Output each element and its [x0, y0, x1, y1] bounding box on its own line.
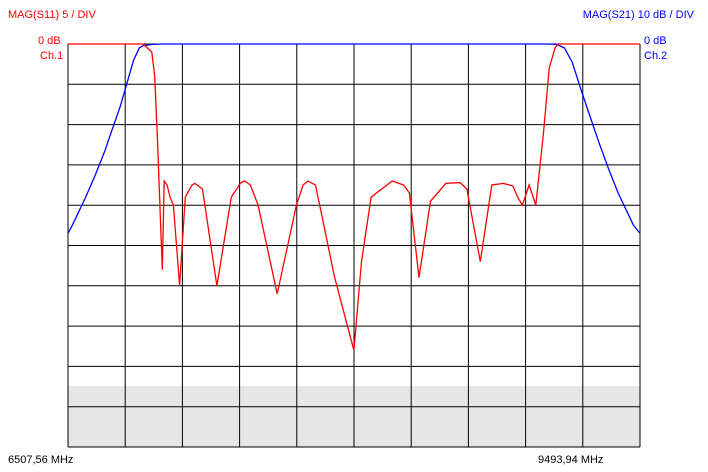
ch1-header: MAG(S11) 5 / DIV: [8, 9, 96, 21]
ch1-channel-label: Ch.1: [40, 50, 64, 62]
grid: [67, 43, 641, 448]
ch2-header: MAG(S21) 10 dB / DIV: [582, 9, 694, 21]
s21-trace: [67, 43, 641, 234]
x-start-label: 6507,56 MHz: [8, 454, 74, 466]
ch1-ref-label: 0 dB: [38, 35, 61, 47]
x-stop-label: 9493,94 MHz: [538, 454, 604, 466]
ch2-ref-label: 0 dB: [644, 35, 667, 47]
s11-trace: [68, 43, 640, 351]
ch2-channel-label: Ch.2: [644, 50, 668, 62]
